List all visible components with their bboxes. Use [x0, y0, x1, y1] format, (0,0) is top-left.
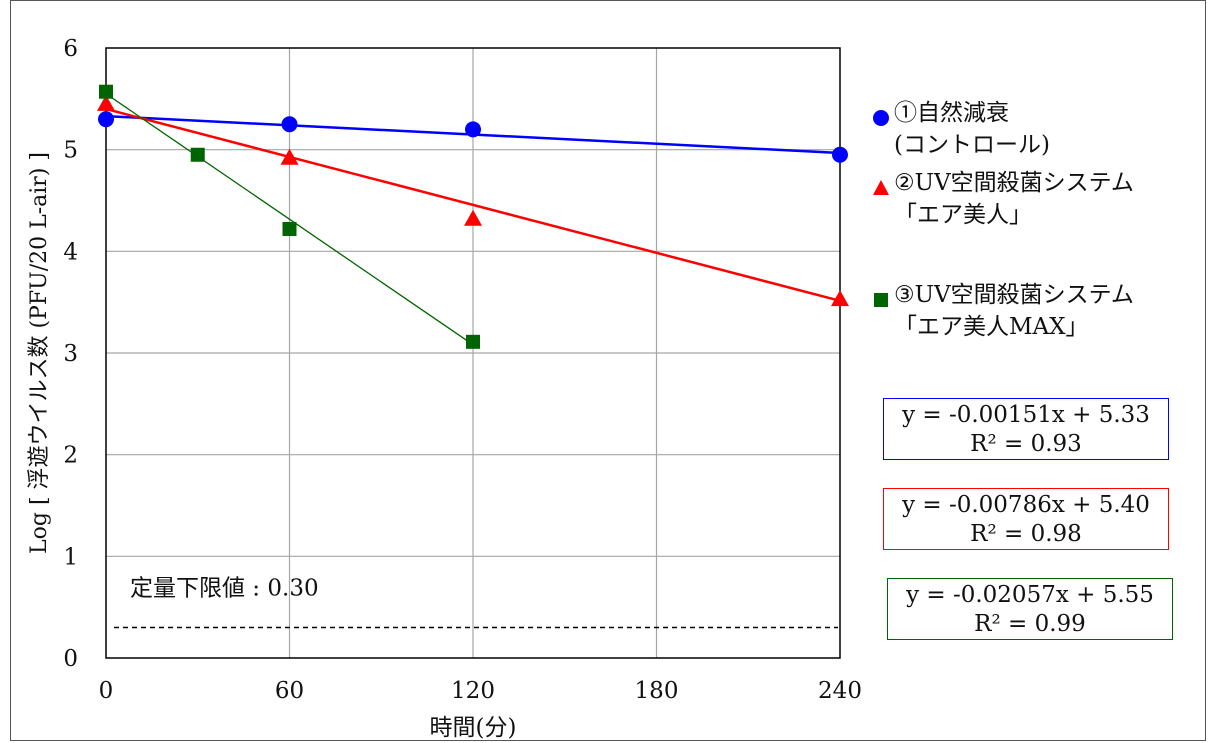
legend-marker-square: [872, 287, 890, 317]
regression-equation: y = -0.02057x + 5.55: [906, 582, 1154, 608]
plot-area-border: [105, 47, 841, 659]
data-point-square: [466, 334, 480, 349]
detection-limit-label: 定量下限値 : 0.30: [130, 576, 319, 602]
legend-label: ③UV空間殺菌システム: [894, 282, 1134, 308]
legend-label-line2: 「エア美人MAX」: [894, 314, 1089, 340]
trend-line: [105, 107, 841, 302]
chart-frame: [10, 0, 1206, 741]
legend-label-line2: 「エア美人」: [894, 202, 1032, 228]
y-tick-label: 1: [63, 544, 78, 570]
data-point-circle: [281, 116, 298, 133]
y-tick-label: 3: [63, 341, 78, 367]
y-tick-label: 5: [63, 138, 78, 164]
legend-label: ①自然減衰: [894, 100, 1009, 126]
x-tick-label: 240: [818, 678, 862, 704]
legend-label-line2: (コントロール): [894, 132, 1050, 158]
y-tick-label: 0: [63, 646, 78, 672]
legend-label: ②UV空間殺菌システム: [894, 170, 1134, 196]
data-point-triangle: [831, 290, 849, 307]
y-tick-label: 2: [63, 443, 78, 469]
regression-equation: y = -0.00151x + 5.33: [902, 402, 1150, 428]
y-tick-label: 4: [63, 239, 78, 265]
r-squared: R² = 0.99: [974, 611, 1086, 637]
data-point-triangle: [97, 94, 115, 111]
data-point-square: [190, 147, 205, 162]
regression-equation: y = -0.00786x + 5.40: [902, 492, 1150, 518]
x-tick-label: 60: [275, 678, 304, 704]
r-squared: R² = 0.93: [970, 431, 1082, 457]
r-squared: R² = 0.98: [970, 521, 1082, 547]
legend-marker-triangle: [872, 175, 890, 205]
data-point-square: [282, 221, 297, 236]
x-axis-title: 時間(分): [430, 715, 517, 741]
regression-equation-box: y = -0.02057x + 5.55 R² = 0.99: [887, 578, 1173, 640]
regression-equation-box: y = -0.00151x + 5.33 R² = 0.93: [883, 398, 1169, 460]
x-tick-label: 0: [99, 678, 114, 704]
data-point-circle: [832, 146, 848, 163]
x-tick-label: 180: [635, 678, 679, 704]
y-axis-title: Log [ 浮遊ウイルス数 (PFU/20 L-air) ]: [27, 152, 52, 554]
data-point-square: [99, 84, 113, 99]
data-point-circle: [98, 111, 114, 128]
data-point-circle: [465, 121, 481, 138]
legend-marker-circle: [872, 105, 890, 135]
y-tick-label: 6: [63, 36, 78, 62]
data-point-triangle: [464, 209, 482, 226]
data-point-triangle: [280, 148, 299, 165]
x-tick-label: 120: [451, 678, 495, 704]
trend-line: [105, 93, 474, 346]
regression-equation-box: y = -0.00786x + 5.40 R² = 0.98: [883, 488, 1169, 550]
